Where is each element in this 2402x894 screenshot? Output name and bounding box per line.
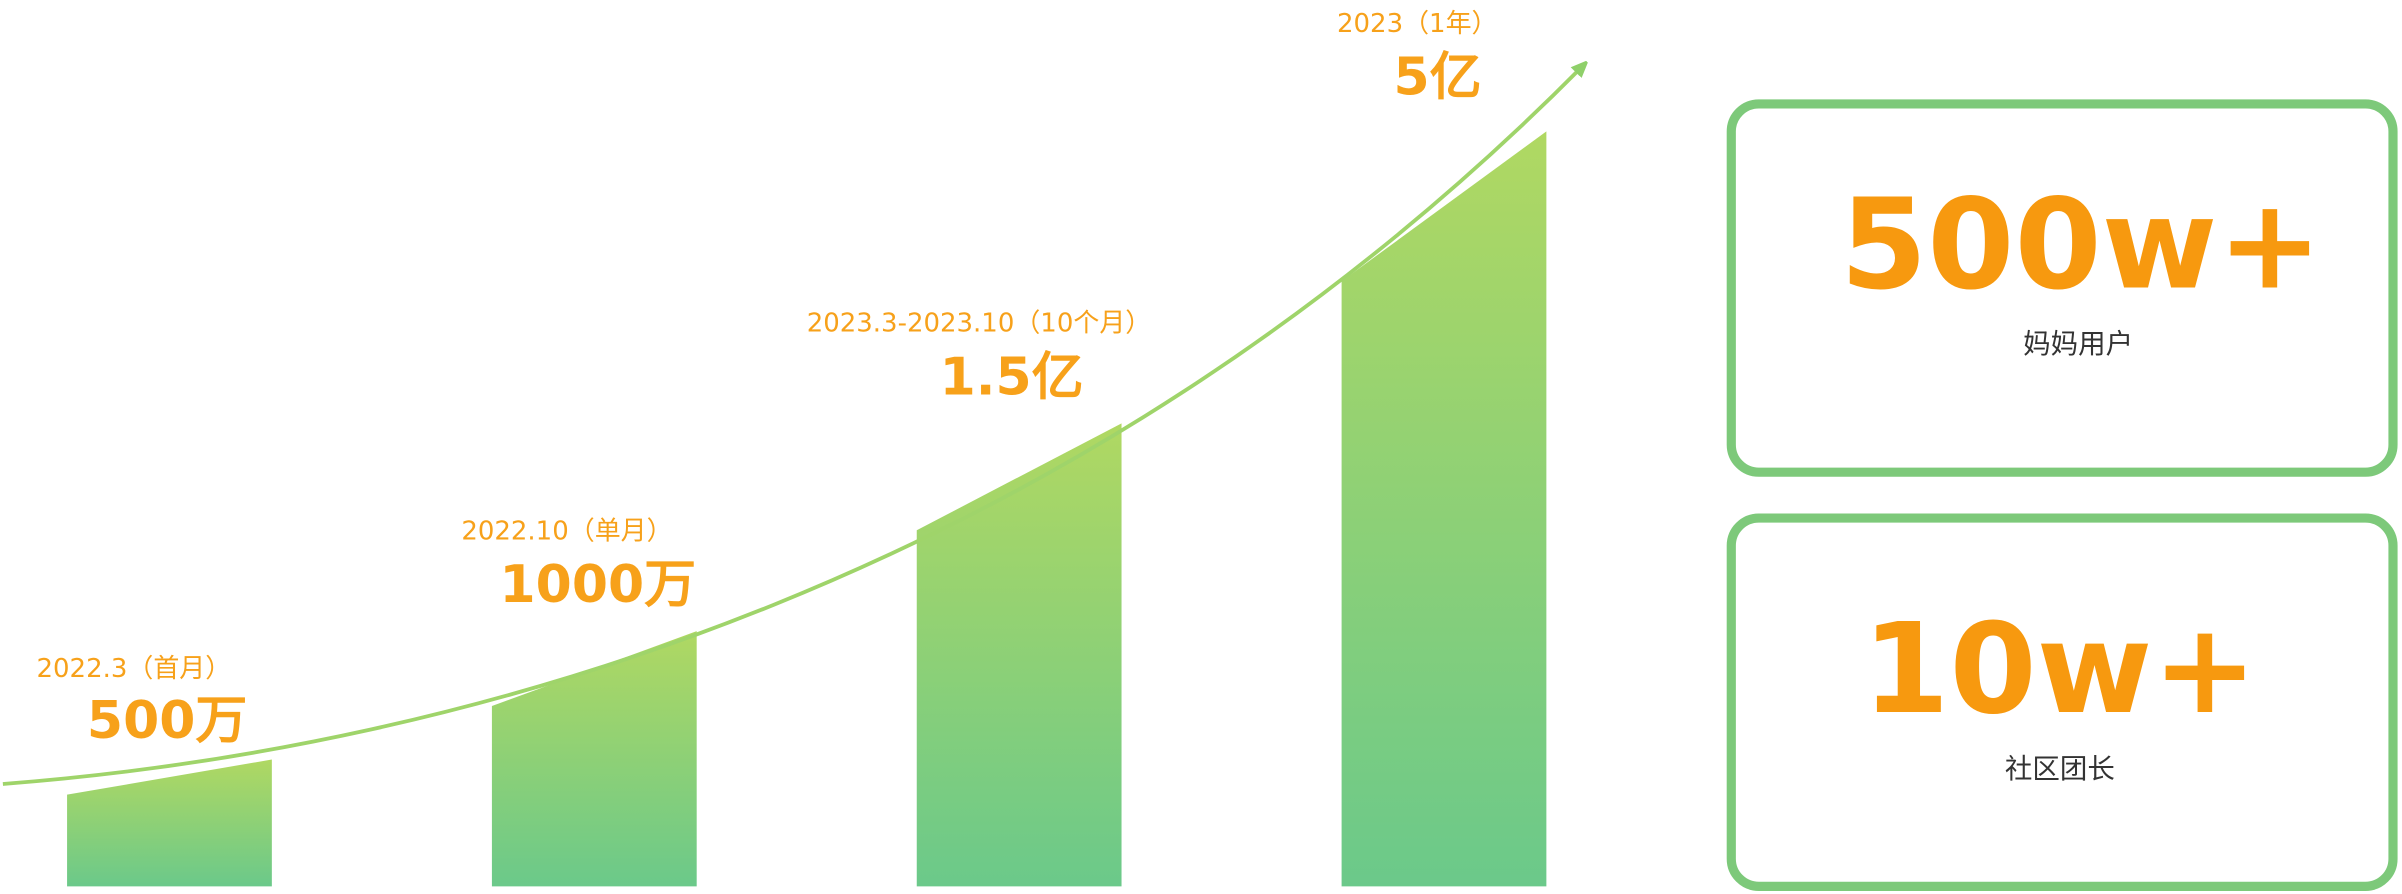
amount-label: 5亿 [1394, 48, 1482, 108]
amount-label: 1.5亿 [940, 347, 1084, 407]
growth-arrow [2, 67, 1582, 786]
period-label: 2022.3（首月） [37, 654, 232, 684]
bar [916, 423, 1122, 887]
period-label: 2023（1年） [1337, 9, 1498, 39]
stat-card [1726, 513, 2398, 891]
bar [491, 631, 697, 887]
bar [67, 759, 272, 887]
stat-label: 社区团长 [2005, 753, 2115, 785]
stat-value: 10w+ [1862, 596, 2257, 742]
stat-card [1726, 99, 2398, 477]
stat-value: 500w+ [1840, 171, 2322, 317]
stat-label: 妈妈用户 [2023, 328, 2133, 360]
period-label: 2022.10（单月） [461, 516, 672, 546]
amount-label: 1000万 [500, 555, 697, 615]
period-label: 2023.3-2023.10（10个月） [807, 309, 1152, 339]
amount-label: 500万 [87, 691, 247, 751]
bar [1341, 131, 1547, 887]
